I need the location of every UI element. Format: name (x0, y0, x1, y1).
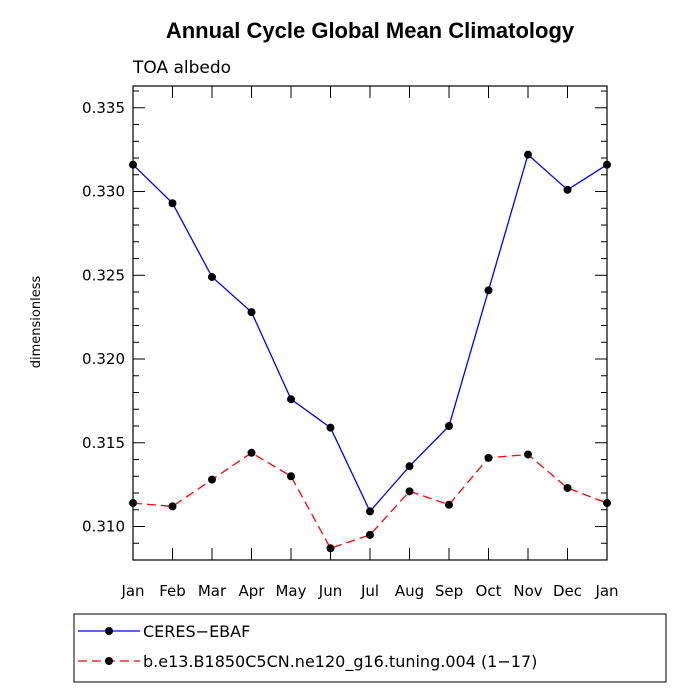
series-2-point (563, 483, 572, 492)
series-2-point (445, 500, 453, 509)
legend-marker-1 (105, 627, 113, 635)
x-tick-labels: Jan Feb Mar Apr May Jun Jul Aug Sep Oct Nov Dec Jan (120, 582, 618, 600)
series-2-point (524, 450, 532, 459)
series-2-point (287, 472, 295, 481)
legend: CERES−EBAF b.e13.B1850C5CN.ne120_g16.tuni… (73, 613, 667, 683)
x-tick-label: Sep (435, 582, 463, 600)
series-1-point (326, 423, 335, 432)
y-tick-label: 0.315 (82, 434, 125, 452)
y-tick-label: 0.335 (82, 99, 125, 117)
series-1-point (129, 160, 137, 169)
legend-entries: CERES−EBAF b.e13.B1850C5CN.ne120_g16.tuni… (78, 622, 537, 672)
series-1-point (287, 395, 295, 404)
y-tick-label: 0.320 (82, 350, 125, 368)
y-tick-label: 0.325 (82, 266, 125, 284)
y-axis-label: dimensionless (29, 276, 44, 369)
series-1-point (366, 507, 374, 516)
legend-box (73, 613, 667, 683)
x-tick-label: Jun (318, 582, 342, 600)
y-tick-label: 0.310 (82, 518, 125, 536)
axis-ticks (132, 86, 608, 560)
series-2-point (129, 499, 137, 508)
series-2-point (168, 502, 177, 511)
series-2-point (405, 487, 414, 496)
series-1-point (405, 462, 414, 471)
series-2-point (484, 453, 493, 462)
series-1-point (168, 199, 177, 208)
x-tick-label: Jan (594, 582, 618, 600)
legend-marker-2 (105, 657, 113, 665)
series-1-point (484, 286, 493, 295)
series-layer (129, 150, 611, 553)
x-tick-label: Dec (553, 582, 582, 600)
x-tick-label: Feb (159, 582, 186, 600)
series-2-point (208, 475, 216, 484)
y-tick-label: 0.330 (82, 183, 125, 201)
x-tick-label: Jul (360, 582, 379, 600)
x-tick-label: Jan (120, 582, 144, 600)
y-tick-labels: 0.310 0.315 0.320 0.325 0.330 0.335 (82, 99, 125, 536)
series-line-1 (132, 153, 608, 513)
series-1-point (208, 272, 216, 281)
chart-subtitle: TOA albedo (132, 58, 231, 78)
plot-frame (132, 85, 608, 561)
x-tick-label: Mar (198, 582, 227, 600)
x-tick-label: May (275, 582, 306, 600)
series-2-point (247, 448, 256, 457)
series-2-point (366, 530, 374, 539)
series-1-point (524, 150, 532, 159)
series-2-point (603, 499, 611, 508)
series-1-point (563, 185, 572, 194)
legend-label-1: CERES−EBAF (143, 622, 250, 641)
series-1-point (445, 422, 453, 431)
series-2-point (326, 544, 335, 553)
chart-title: Annual Cycle Global Mean Climatology (166, 18, 575, 43)
x-tick-label: Aug (395, 582, 424, 600)
x-tick-label: Apr (239, 582, 266, 600)
series-1-point (247, 308, 256, 317)
x-tick-label: Oct (476, 582, 502, 600)
legend-label-2: b.e13.B1850C5CN.ne120_g16.tuning.004 (1−… (143, 652, 537, 672)
x-tick-label: Nov (513, 582, 542, 600)
series-1-point (603, 160, 611, 169)
